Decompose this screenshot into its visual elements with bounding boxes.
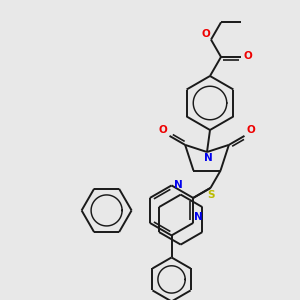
Text: O: O [247, 125, 255, 135]
Text: O: O [201, 28, 210, 39]
Text: N: N [194, 212, 203, 222]
Text: N: N [204, 153, 212, 163]
Text: S: S [207, 190, 214, 200]
Text: O: O [243, 51, 252, 61]
Text: O: O [159, 125, 167, 135]
Text: N: N [173, 180, 182, 190]
